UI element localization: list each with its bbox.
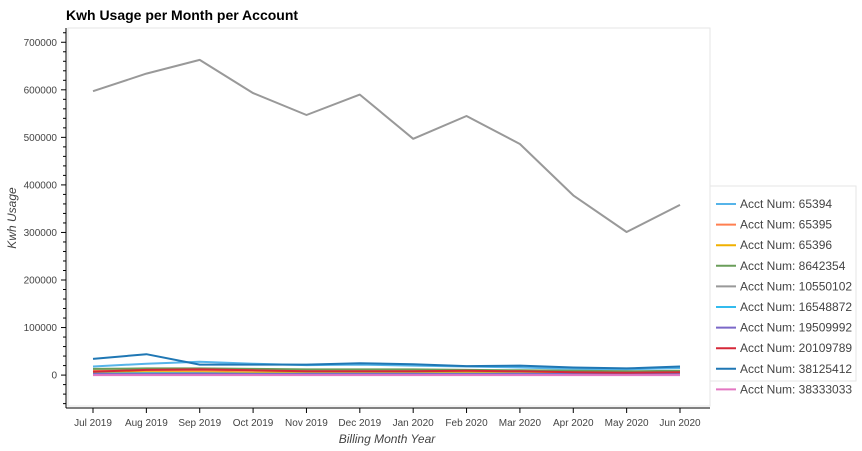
legend-label: Acct Num: 65396 [740,238,832,252]
y-tick-label: 600000 [24,85,58,96]
x-tick-label: Sep 2019 [178,418,221,429]
x-tick-label: May 2020 [605,418,649,429]
x-tick-label: Jan 2020 [393,418,435,429]
x-axis-ticks: Jul 2019 Aug 2019 Sep 2019 Oct 2019 Nov 2019… [74,408,701,429]
x-tick-label: Jun 2020 [659,418,701,429]
x-tick-label: Mar 2020 [499,418,542,429]
series-line-3 [92,367,681,373]
x-tick-label: Aug 2019 [125,418,168,429]
y-axis-title: Kwh Usage [5,187,19,249]
y-tick-label: 300000 [24,228,58,239]
legend-label: Acct Num: 38125412 [740,362,852,376]
x-tick-label: Feb 2020 [445,418,488,429]
x-tick-label: Dec 2019 [338,418,381,429]
legend-label: Acct Num: 8642354 [740,259,846,273]
x-tick-label: Apr 2020 [553,418,594,429]
series-lines [92,58,681,377]
series-line-7 [92,368,681,374]
y-tick-label: 500000 [24,133,58,144]
x-tick-label: Jul 2019 [74,418,112,429]
y-tick-label: 0 [51,371,57,382]
y-tick-label: 200000 [24,276,58,287]
chart-title: Kwh Usage per Month per Account [66,7,298,23]
x-tick-label: Oct 2019 [233,418,274,429]
legend-label: Acct Num: 19509992 [740,321,852,335]
y-tick-label: 100000 [24,323,58,334]
y-axis-ticks: 0 100000 200000 300000 400000 500000 600000 700… [24,32,66,405]
legend-label: Acct Num: 65394 [740,197,832,211]
x-axis-title: Billing Month Year [339,432,437,446]
legend-label: Acct Num: 10550102 [740,279,852,293]
x-tick-label: Nov 2019 [285,418,328,429]
y-tick-label: 400000 [24,180,58,191]
legend-label: Acct Num: 38333033 [740,382,852,396]
legend-label: Acct Num: 65395 [740,218,832,232]
y-tick-label: 700000 [24,38,58,49]
legend-label: Acct Num: 20109789 [740,341,852,355]
series-line-8 [92,353,681,370]
legend-label: Acct Num: 16548872 [740,300,852,314]
legend: Acct Num: 65394 Acct Num: 65395 Acct Num: … [716,197,852,396]
series-line-4 [92,58,681,233]
plot-area [67,27,711,407]
